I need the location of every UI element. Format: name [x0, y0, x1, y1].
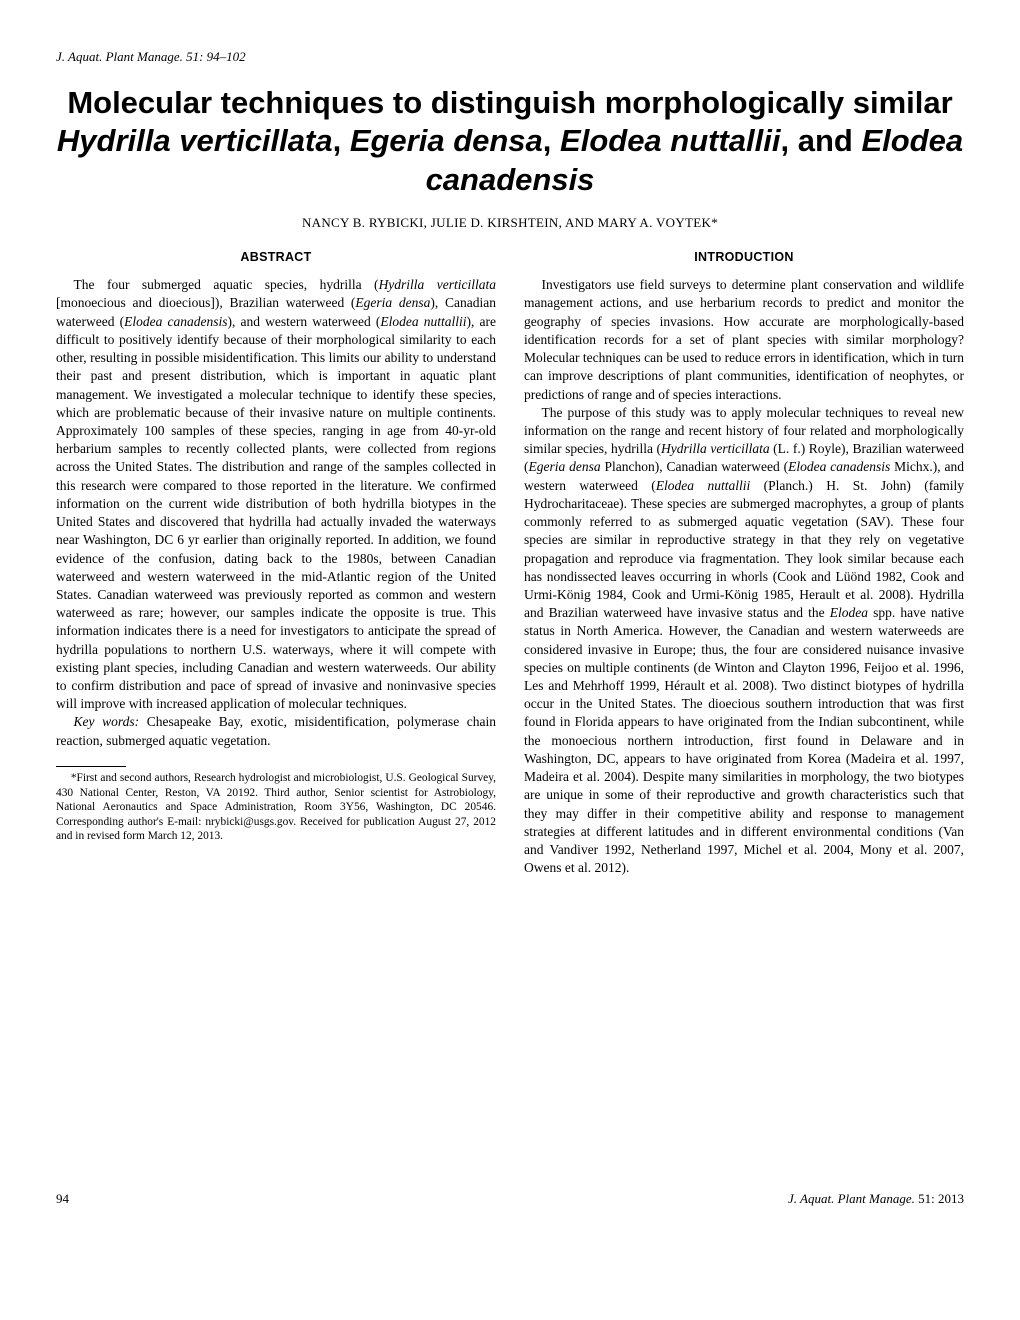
title-species-3: Elodea nuttallii — [560, 123, 780, 158]
abstract-heading: ABSTRACT — [56, 249, 496, 266]
intro-paragraph-1: Investigators use field surveys to deter… — [524, 276, 964, 404]
article-title: Molecular techniques to distinguish morp… — [56, 84, 964, 200]
title-sep-3: , and — [781, 123, 862, 158]
intro-p2-text-f: spp. have native status in North America… — [524, 605, 964, 875]
journal-header-ref: J. Aquat. Plant Manage. 51: 94–102 — [56, 48, 964, 66]
title-text-pre: Molecular techniques to distinguish morp… — [67, 85, 952, 120]
title-sep-2: , — [543, 123, 560, 158]
abstract-species-2: Egeria densa — [355, 295, 430, 310]
intro-p2-species-1: Hydrilla verticillata — [661, 441, 770, 456]
abstract-text-d: ), and western waterweed ( — [227, 314, 380, 329]
author-footnote: *First and second authors, Research hydr… — [56, 771, 496, 844]
intro-p2-text-e: (Planch.) H. St. John) (family Hydrochar… — [524, 478, 964, 621]
abstract-species-3: Elodea canadensis — [124, 314, 227, 329]
intro-p2-species-5: Elodea — [830, 605, 868, 620]
introduction-heading: INTRODUCTION — [524, 249, 964, 266]
keywords-label: Key words: — [74, 714, 140, 729]
abstract-species-4: Elodea nuttallii — [380, 314, 466, 329]
abstract-text-b: [monoecious and dioecious]), Brazilian w… — [56, 295, 355, 310]
footer-volume: 51: 2013 — [915, 1191, 964, 1206]
intro-p2-species-3: Elodea canadensis — [788, 459, 890, 474]
intro-p2-species-2: Egeria densa — [529, 459, 601, 474]
page-number: 94 — [56, 1190, 69, 1208]
abstract-species-1: Hydrilla verticillata — [379, 277, 496, 292]
abstract-text-e: ), are difficult to positively identify … — [56, 314, 496, 712]
intro-p2-text-c: Planchon), Canadian waterweed ( — [601, 459, 789, 474]
authors-line: NANCY B. RYBICKI, JULIE D. KIRSHTEIN, AN… — [56, 214, 964, 232]
page-footer: 94 J. Aquat. Plant Manage. 51: 2013 — [56, 1190, 964, 1208]
footer-journal: J. Aquat. Plant Manage. 51: 2013 — [788, 1190, 964, 1208]
keywords-paragraph: Key words: Chesapeake Bay, exotic, misid… — [56, 713, 496, 749]
footnote-rule — [56, 766, 126, 767]
abstract-text-a: The four submerged aquatic species, hydr… — [74, 277, 379, 292]
title-species-1: Hydrilla verticillata — [57, 123, 333, 158]
two-column-body: ABSTRACT The four submerged aquatic spec… — [56, 245, 964, 1180]
abstract-paragraph: The four submerged aquatic species, hydr… — [56, 276, 496, 713]
intro-paragraph-2: The purpose of this study was to apply m… — [524, 404, 964, 878]
footer-journal-name: J. Aquat. Plant Manage. — [788, 1191, 915, 1206]
intro-p2-species-4: Elodea nuttallii — [656, 478, 750, 493]
title-species-2: Egeria densa — [350, 123, 543, 158]
title-sep-1: , — [333, 123, 350, 158]
